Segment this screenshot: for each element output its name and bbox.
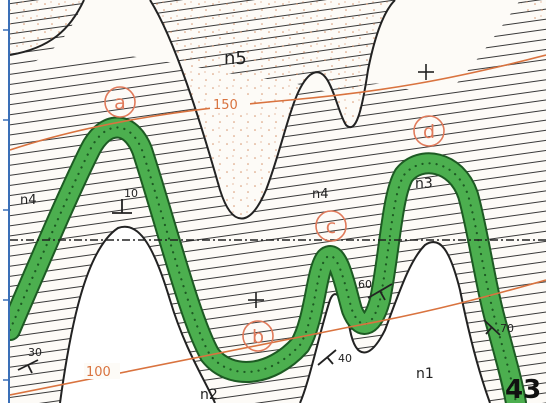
figure-number: 43 (505, 375, 541, 403)
dip-label-30: 30 (28, 346, 42, 359)
horizontal-bed-symbol (248, 292, 264, 308)
dip-symbol-40 (317, 349, 337, 366)
contour-150 (10, 54, 546, 151)
formation-label-n4-left: n4 (20, 193, 37, 208)
contact-n1 (299, 241, 491, 403)
formation-n2 (60, 226, 215, 403)
dip-symbol-10 (112, 199, 132, 214)
point-b: b (242, 320, 274, 352)
contact-n5 (149, 0, 396, 220)
point-label-a: a (114, 92, 126, 114)
formation-label-n5: n5 (224, 48, 247, 69)
point-a: a (104, 86, 136, 118)
formation-label-n4-center: n4 (312, 187, 329, 202)
dip-label-10: 10 (124, 187, 138, 200)
dip-symbol-60 (367, 283, 393, 301)
dip-symbol-70 (483, 319, 501, 336)
contour-label-150-bg (210, 96, 250, 112)
formation-n1 (300, 242, 490, 403)
horizontal-bed-symbol (418, 64, 434, 80)
contour-label-100: 100 (86, 365, 111, 380)
dip-label-40: 40 (338, 352, 352, 365)
dip-label-70: 70 (500, 322, 514, 335)
contour-label-100-bg (84, 363, 120, 379)
formation-label-n2: n2 (200, 387, 218, 403)
point-c: c (315, 210, 347, 242)
formation-label-n3: n3 (415, 176, 433, 192)
point-label-d: d (423, 121, 435, 143)
marker-bed-dots (10, 126, 518, 403)
contour-label-150: 150 (213, 98, 238, 113)
point-label-c: c (326, 216, 336, 238)
contact-n5-left (10, 0, 85, 56)
dip-label-60: 60 (358, 278, 372, 291)
contact-n2 (59, 225, 216, 403)
formation-label-n1: n1 (416, 366, 434, 382)
formation-n5-stipple-right (520, 0, 546, 21)
formation-n5-stipple-left (10, 0, 84, 55)
point-label-b: b (252, 326, 264, 348)
dip-symbol-30 (17, 359, 39, 374)
formation-n5-stipple (150, 0, 395, 219)
point-d: d (413, 115, 445, 147)
